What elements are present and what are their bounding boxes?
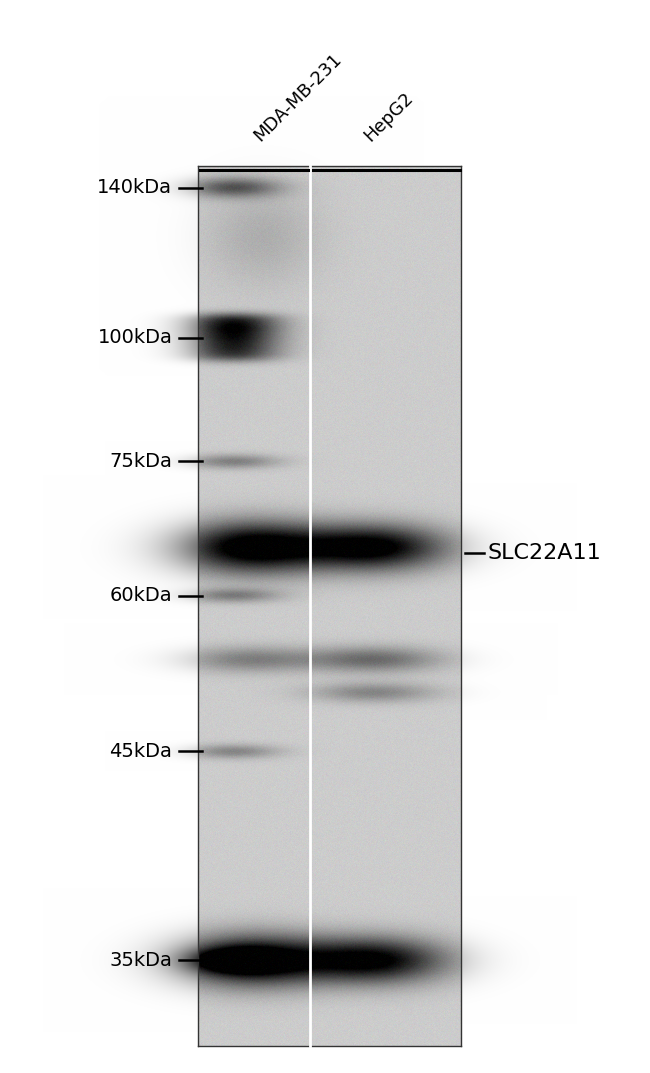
Text: 35kDa: 35kDa [109, 951, 172, 970]
Text: HepG2: HepG2 [361, 89, 417, 145]
Text: MDA-MB-231: MDA-MB-231 [250, 50, 345, 145]
Text: 60kDa: 60kDa [110, 586, 172, 605]
Text: SLC22A11: SLC22A11 [488, 543, 601, 562]
Text: 140kDa: 140kDa [98, 178, 172, 197]
Text: 75kDa: 75kDa [109, 452, 172, 471]
Text: 45kDa: 45kDa [109, 741, 172, 761]
Text: 100kDa: 100kDa [98, 328, 172, 348]
